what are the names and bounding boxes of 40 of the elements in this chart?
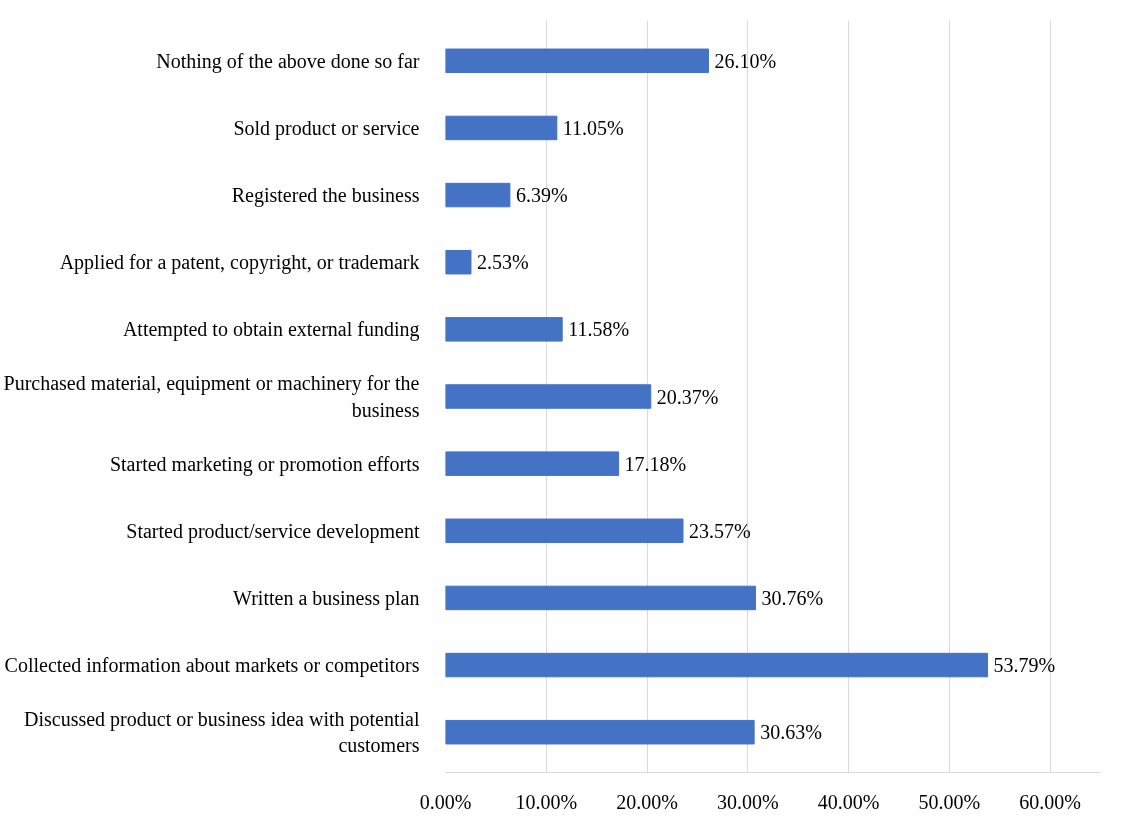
- y-tick-label: Purchased material, equipment or machinery for the business: [3, 372, 420, 421]
- data-label: 20.37%: [656, 385, 719, 408]
- bar: [445, 48, 710, 74]
- bar: [445, 451, 620, 476]
- data-label: 17.18%: [624, 452, 687, 475]
- data-label: 30.63%: [760, 721, 822, 744]
- y-tick-label: Registered the business: [231, 184, 420, 208]
- data-label: 23.57%: [689, 519, 751, 542]
- data-label: 2.53%: [476, 251, 529, 274]
- y-tick-label: Attempted to obtain external funding: [122, 318, 420, 342]
- bar: [445, 652, 989, 678]
- data-label: 30.76%: [761, 586, 824, 609]
- bar: [445, 384, 652, 409]
- bar: [445, 317, 563, 342]
- bar: [445, 518, 684, 544]
- data-label: 53.79%: [993, 654, 1056, 677]
- data-label: 11.05%: [562, 116, 624, 139]
- y-tick-label: Collected information about markets or competitors: [4, 654, 420, 678]
- data-label: 26.10%: [714, 49, 777, 72]
- x-tick-label: 50.00%: [918, 790, 981, 813]
- bar: [445, 249, 472, 275]
- bar: [445, 182, 511, 208]
- x-tick-label: 10.00%: [515, 790, 578, 813]
- data-label: 11.58%: [568, 318, 630, 341]
- bar: [445, 585, 756, 611]
- y-tick-label: Nothing of the above done so far: [156, 49, 420, 73]
- x-tick-label: 40.00%: [817, 790, 880, 813]
- bar: [445, 719, 755, 745]
- y-tick-label: Started product/service development: [126, 519, 420, 543]
- y-tick-label: Applied for a patent, copyright, or trademark: [59, 251, 420, 275]
- y-tick-label: Started marketing or promotion efforts: [109, 452, 420, 476]
- bar: [445, 115, 558, 141]
- y-tick-label: Sold product or service: [233, 116, 420, 140]
- y-tick-label: Written a business plan: [233, 586, 420, 610]
- x-tick-label: 20.00%: [616, 790, 678, 813]
- x-tick-label: 0.00%: [419, 790, 472, 813]
- data-label: 6.39%: [515, 184, 568, 207]
- y-tick-label: Discussed product or business idea with potential customers: [24, 708, 420, 757]
- x-tick-label: 30.00%: [716, 790, 779, 813]
- x-tick-label: 60.00%: [1019, 790, 1081, 813]
